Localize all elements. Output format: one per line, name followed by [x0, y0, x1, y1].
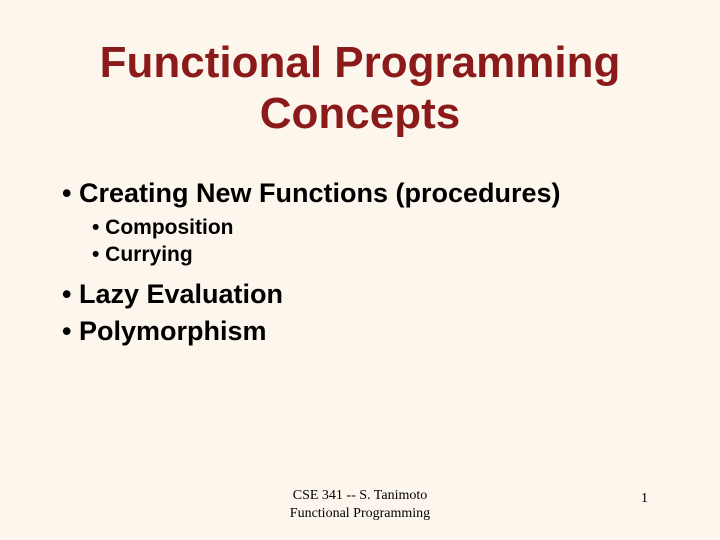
footer-center: CSE 341 -- S. Tanimoto Functional Progra…	[0, 487, 720, 522]
slide-content: • Creating New Functions (procedures) • …	[0, 139, 720, 349]
title-line-2: Concepts	[0, 89, 720, 140]
bullet-item-3: • Polymorphism	[62, 313, 720, 349]
bullet-sub-1: • Composition	[62, 214, 720, 241]
bullet-item-2: • Lazy Evaluation	[62, 276, 720, 312]
footer-line-1: CSE 341 -- S. Tanimoto	[0, 487, 720, 505]
bullet-item-1: • Creating New Functions (procedures)	[62, 175, 720, 211]
title-line-1: Functional Programming	[0, 38, 720, 89]
bullet-sub-2: • Currying	[62, 241, 720, 268]
footer-line-2: Functional Programming	[0, 505, 720, 523]
sub-bullet-block: • Composition • Currying	[62, 212, 720, 277]
slide-title: Functional Programming Concepts	[0, 0, 720, 139]
page-number: 1	[641, 491, 648, 507]
slide-footer: CSE 341 -- S. Tanimoto Functional Progra…	[0, 487, 720, 522]
